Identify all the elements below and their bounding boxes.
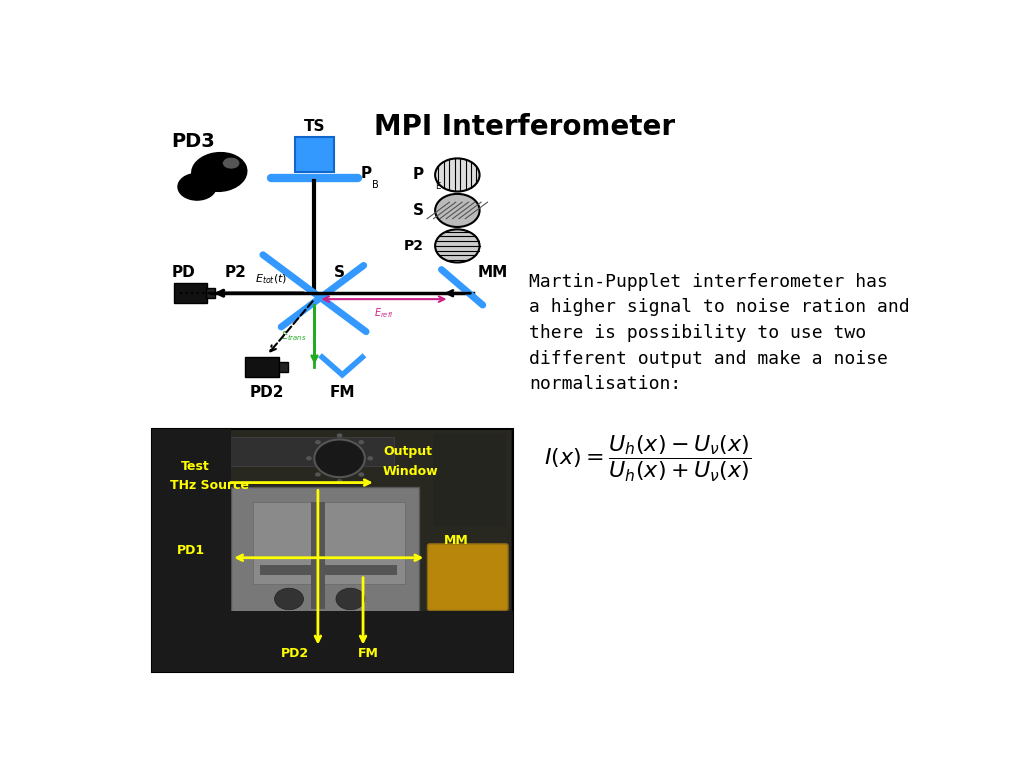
Bar xyxy=(152,611,513,672)
Text: Martin-Pupplet interferometer has
a higher signal to noise ration and
there is p: Martin-Pupplet interferometer has a high… xyxy=(528,273,909,393)
Text: Test: Test xyxy=(180,460,210,473)
FancyBboxPatch shape xyxy=(206,289,215,298)
Ellipse shape xyxy=(222,157,240,169)
Circle shape xyxy=(435,194,479,227)
FancyBboxPatch shape xyxy=(174,283,207,303)
Text: S: S xyxy=(334,265,345,280)
FancyBboxPatch shape xyxy=(295,137,334,172)
Circle shape xyxy=(435,230,479,263)
Circle shape xyxy=(315,472,321,477)
Text: $E_{trans}$: $E_{trans}$ xyxy=(281,329,306,343)
Text: P: P xyxy=(360,166,372,180)
Text: PD3: PD3 xyxy=(172,132,215,151)
Text: $I(x) = \dfrac{U_h(x) - U_\nu(x)}{U_h(x) + U_\nu(x)}$: $I(x) = \dfrac{U_h(x) - U_\nu(x)}{U_h(x)… xyxy=(544,434,752,484)
Text: B: B xyxy=(372,180,379,190)
Text: PD1: PD1 xyxy=(177,544,205,557)
Circle shape xyxy=(368,456,373,461)
FancyBboxPatch shape xyxy=(154,445,174,485)
Bar xyxy=(231,488,419,614)
FancyBboxPatch shape xyxy=(279,362,289,372)
Text: MM: MM xyxy=(477,265,508,280)
Text: $E_{refl}$: $E_{refl}$ xyxy=(374,306,393,320)
Bar xyxy=(310,502,326,609)
FancyBboxPatch shape xyxy=(246,357,279,377)
Bar xyxy=(154,432,218,497)
Bar xyxy=(152,429,513,672)
Bar xyxy=(154,430,511,670)
Text: THz Source: THz Source xyxy=(170,479,249,492)
Circle shape xyxy=(435,158,479,191)
Text: P2: P2 xyxy=(224,265,246,280)
Text: FM: FM xyxy=(330,385,355,400)
Ellipse shape xyxy=(191,153,247,191)
Circle shape xyxy=(358,472,365,477)
Text: $E_{tot}(t)$: $E_{tot}(t)$ xyxy=(255,273,287,286)
Circle shape xyxy=(358,440,365,445)
Text: E: E xyxy=(435,182,440,191)
Text: PD2: PD2 xyxy=(250,385,284,400)
Bar xyxy=(260,565,397,574)
Text: FM: FM xyxy=(358,647,379,660)
Circle shape xyxy=(336,588,365,610)
FancyBboxPatch shape xyxy=(193,525,248,581)
Circle shape xyxy=(306,456,311,461)
Text: S: S xyxy=(413,203,424,218)
Circle shape xyxy=(274,588,303,610)
Text: PD: PD xyxy=(172,265,196,280)
FancyBboxPatch shape xyxy=(427,544,508,611)
Circle shape xyxy=(315,440,321,445)
Bar xyxy=(253,502,404,584)
Text: P: P xyxy=(413,167,424,183)
Circle shape xyxy=(337,433,342,438)
Text: P2: P2 xyxy=(404,239,424,253)
Text: MM: MM xyxy=(444,535,469,548)
Text: Output: Output xyxy=(383,445,432,458)
Text: MPI Interferometer: MPI Interferometer xyxy=(374,113,676,141)
Bar xyxy=(152,429,231,672)
Ellipse shape xyxy=(178,174,216,200)
Text: TS: TS xyxy=(304,118,326,134)
Circle shape xyxy=(337,479,342,483)
Bar xyxy=(433,434,506,526)
Text: Window: Window xyxy=(383,465,438,478)
Text: PD2: PD2 xyxy=(281,647,308,660)
Circle shape xyxy=(314,439,365,477)
Bar xyxy=(196,436,394,465)
